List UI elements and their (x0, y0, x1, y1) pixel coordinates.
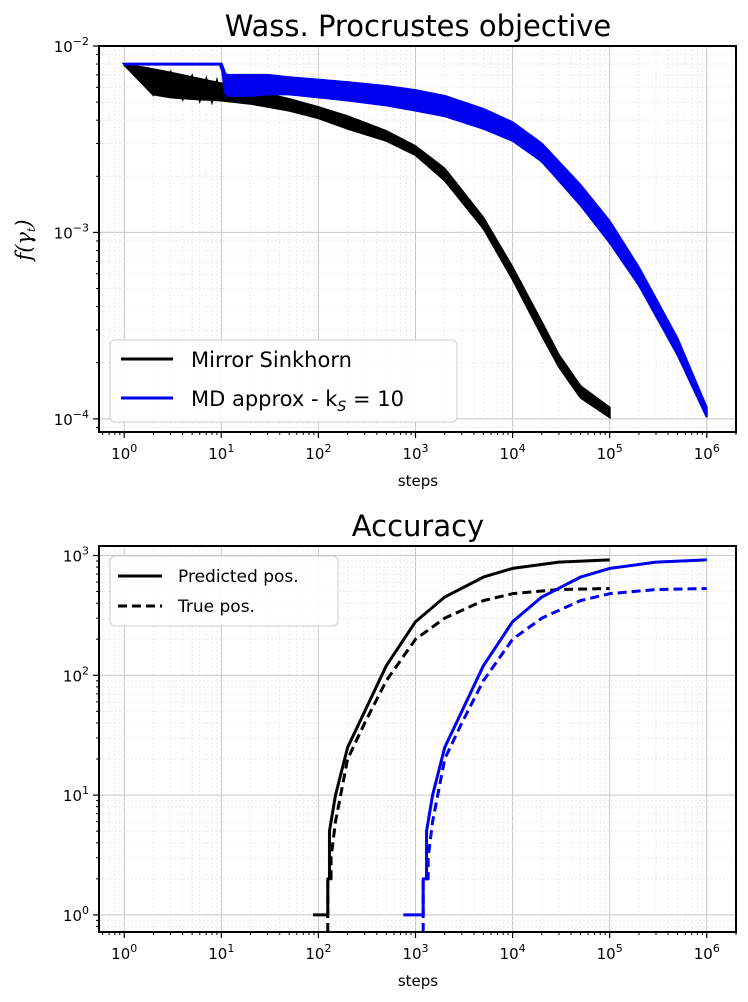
objective-legend-label-md: MD approx - kS = 10 (191, 387, 404, 415)
accuracy-legend: Predicted pos. True pos. (109, 555, 339, 627)
accuracy-chart: Accuracy 100 101 102 103 104 105 106 100 101 102… (63, 509, 737, 990)
objective-x-tick-label: 102 (305, 442, 331, 463)
objective-y-tick-label: 10−2 (54, 35, 89, 56)
accuracy-y-tick-label: 100 (63, 904, 89, 925)
accuracy-x-tick-label: 103 (402, 942, 428, 963)
objective-x-tick-label: 100 (111, 442, 137, 463)
accuracy-x-tick-label: 102 (305, 942, 331, 963)
objective-chart-title: Wass. Procrustes objective (225, 9, 612, 43)
objective-x-tick-label: 101 (208, 442, 234, 463)
objective-x-tick-label: 106 (694, 442, 720, 463)
objective-x-tick-label: 105 (597, 442, 623, 463)
objective-x-tick-label: 104 (500, 442, 526, 463)
objective-y-label-sub: t (25, 227, 38, 232)
objective-y-label-main: f(γ (12, 232, 36, 263)
objective-chart: Wass. Procrustes objective 100 101 102 103 1… (12, 9, 737, 490)
objective-series-layer (121, 62, 708, 420)
accuracy-x-axis-label: steps (398, 972, 438, 990)
objective-legend: Mirror Sinkhorn MD approx - kS = 10 (109, 339, 458, 423)
objective-legend-box (109, 339, 458, 423)
accuracy-series-layer (313, 558, 707, 932)
accuracy-x-tick-label: 101 (208, 942, 234, 963)
accuracy-x-tick-label: 100 (111, 942, 137, 963)
objective-legend-md-sub: S (337, 399, 346, 415)
accuracy-y-ticks: 100 101 102 103 (63, 544, 99, 928)
accuracy-y-tick-label: 103 (63, 544, 89, 565)
accuracy-x-tick-label: 106 (694, 942, 720, 963)
accuracy-x-tick-label: 104 (500, 942, 526, 963)
objective-y-tick-label: 10−3 (54, 221, 89, 242)
objective-y-label-close: ) (12, 219, 36, 228)
accuracy-x-ticks: 100 101 102 103 104 105 106 (102, 932, 737, 963)
accuracy-plot-frame (98, 545, 737, 933)
true-pos-blue-line (421, 587, 707, 932)
accuracy-y-tick-label: 102 (63, 664, 89, 685)
predicted-pos-black-line (313, 558, 610, 917)
objective-legend-label-mirror: Mirror Sinkhorn (191, 348, 352, 372)
md-approx-band (124, 63, 708, 418)
objective-x-axis-label: steps (398, 472, 438, 490)
accuracy-legend-label-true: True pos. (177, 597, 255, 617)
accuracy-y-tick-label: 101 (63, 784, 89, 805)
objective-x-ticks: 100 101 102 103 104 105 106 (102, 432, 737, 463)
objective-y-ticks: 10−2 10−3 10−4 (54, 35, 99, 429)
predicted-pos-blue-line (403, 558, 707, 917)
objective-plot-frame (98, 45, 737, 433)
accuracy-legend-label-predicted: Predicted pos. (178, 567, 299, 587)
objective-y-axis-label: f(γt) (12, 219, 38, 262)
objective-x-tick-label: 103 (402, 442, 428, 463)
md-approx-line (124, 62, 299, 97)
true-pos-black-line (326, 587, 610, 932)
objective-legend-md-main: MD approx - k (191, 387, 338, 411)
objective-legend-md-end: = 10 (346, 387, 404, 411)
accuracy-legend-box (109, 555, 339, 627)
objective-y-tick-label: 10−4 (54, 408, 89, 429)
accuracy-chart-title: Accuracy (352, 509, 484, 543)
accuracy-x-tick-label: 105 (597, 942, 623, 963)
